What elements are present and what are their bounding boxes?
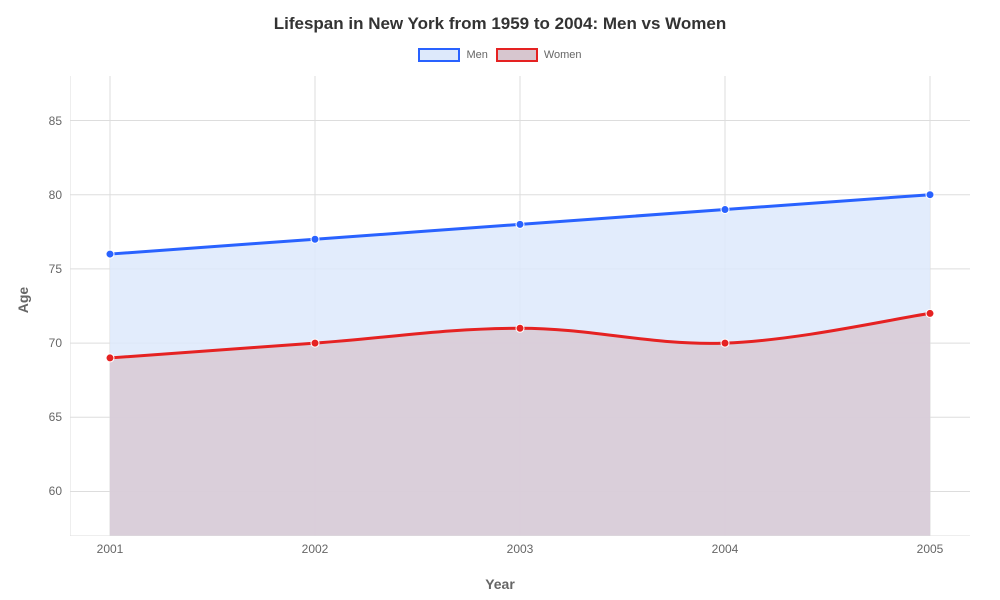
chart-container: Lifespan in New York from 1959 to 2004: … xyxy=(0,0,1000,600)
y-tick-label: 85 xyxy=(49,114,62,128)
y-tick-label: 65 xyxy=(49,410,62,424)
x-axis-label: Year xyxy=(0,576,1000,592)
x-tick-label: 2001 xyxy=(97,542,124,556)
y-tick-label: 75 xyxy=(49,262,62,276)
y-axis-label: Age xyxy=(15,287,31,313)
legend-swatch-women xyxy=(496,48,538,62)
plot-svg xyxy=(70,76,970,536)
x-tick-label: 2005 xyxy=(917,542,944,556)
legend: Men Women xyxy=(0,48,1000,62)
legend-item-women[interactable]: Women xyxy=(496,48,582,62)
legend-label-men: Men xyxy=(466,49,487,61)
legend-label-women: Women xyxy=(544,49,582,61)
legend-item-men[interactable]: Men xyxy=(418,48,487,62)
y-tick-label: 80 xyxy=(49,188,62,202)
chart-title: Lifespan in New York from 1959 to 2004: … xyxy=(0,14,1000,34)
plot-area: 60657075808520012002200320042005 xyxy=(70,76,970,536)
y-tick-label: 60 xyxy=(49,484,62,498)
x-tick-label: 2004 xyxy=(712,542,739,556)
x-tick-label: 2002 xyxy=(302,542,329,556)
y-tick-label: 70 xyxy=(49,336,62,350)
x-tick-label: 2003 xyxy=(507,542,534,556)
legend-swatch-men xyxy=(418,48,460,62)
